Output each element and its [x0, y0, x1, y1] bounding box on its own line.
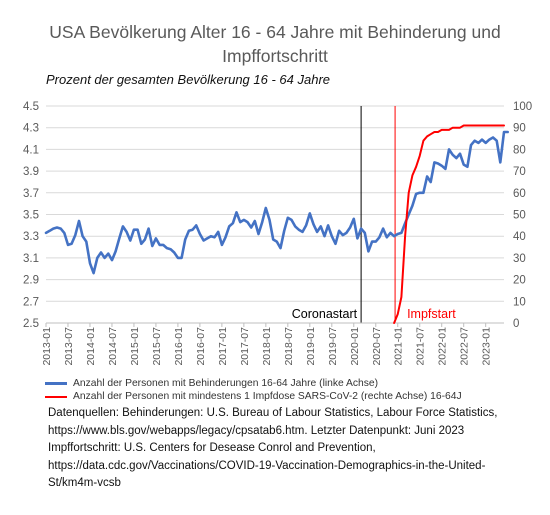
y-right-tick-label: 80	[513, 144, 526, 156]
x-tick-label: 2020-07	[371, 327, 383, 366]
x-tick-label: 2019-07	[327, 327, 339, 366]
source-notes: Datenquellen: Behinderungen: U.S. Bureau…	[48, 405, 518, 493]
x-axis: 2013-01 2013-07 2014-01 2014-07 2015-01 2015-…	[41, 322, 504, 366]
x-tick-label: 2023-01	[481, 327, 493, 366]
y-right-tick-label: 90	[513, 123, 526, 135]
y-left-tick-label: 3.5	[23, 210, 39, 222]
y-left-tick-label: 3.1	[23, 253, 39, 265]
chart-title: USA Bevölkerung Alter 16 - 64 Jahre mit …	[49, 22, 501, 66]
annotations: Coronastart Impfstart	[292, 307, 456, 321]
chart-subtitle: Prozent der gesamten Bevölkerung 16 - 64…	[46, 72, 331, 87]
x-tick-label: 2014-01	[85, 327, 97, 366]
gridlines	[46, 105, 504, 324]
legend-label-disability: Anzahl der Personen mit Behinderungen 16…	[73, 378, 379, 389]
y-axis-left: 2.5 2.7 2.9 3.1 3.3 3.5 3.7 3.9 4.1 4.3 4.5	[23, 101, 39, 330]
legend-swatch-blue	[45, 382, 67, 385]
y-left-tick-label: 2.7	[23, 296, 39, 308]
y-left-tick-label: 2.5	[23, 318, 39, 330]
y-right-tick-label: 100	[513, 101, 532, 113]
x-tick-label: 2013-01	[41, 327, 53, 366]
y-left-tick-label: 3.7	[23, 188, 39, 200]
line-chart: 2.5 2.7 2.9 3.1 3.3 3.5 3.7 3.9 4.1 4.3 4.5 0 10 20 3…	[23, 101, 532, 366]
y-right-tick-label: 20	[513, 275, 526, 287]
x-tick-label: 2021-01	[393, 327, 405, 366]
legend-entry-vaccination: Anzahl der Personen mit mindestens 1 Imp…	[45, 390, 462, 403]
x-tick-label: 2015-01	[129, 327, 141, 366]
y-axis-right: 0 10 20 30 40 50 60 70 80 90 100	[513, 101, 532, 330]
y-right-tick-label: 30	[513, 253, 526, 265]
x-tick-label: 2018-07	[283, 327, 295, 366]
y-right-tick-label: 50	[513, 210, 526, 222]
y-right-tick-label: 0	[513, 318, 519, 330]
x-tick-label: 2016-01	[173, 327, 185, 366]
legend-entry-disability: Anzahl der Personen mit Behinderungen 16…	[45, 377, 462, 390]
annotation-label: Impfstart	[407, 307, 456, 321]
series-lines	[44, 124, 510, 324]
x-tick-label: 2017-07	[239, 327, 251, 366]
source-vaccination: Impffortschritt: U.S. Centers for Deseas…	[48, 442, 486, 489]
x-tick-label: 2016-07	[195, 327, 207, 366]
legend: Anzahl der Personen mit Behinderungen 16…	[45, 377, 462, 403]
x-tick-label: 2019-01	[305, 327, 317, 366]
legend-label-vaccination: Anzahl der Personen mit mindestens 1 Imp…	[73, 391, 462, 402]
x-tick-label: 2020-01	[349, 327, 361, 366]
x-tick-label: 2022-01	[437, 327, 449, 366]
series-line-disability	[44, 130, 510, 275]
y-left-tick-label: 2.9	[23, 275, 39, 287]
x-tick-label: 2022-07	[459, 327, 471, 366]
y-left-tick-label: 3.3	[23, 231, 39, 243]
y-right-tick-label: 60	[513, 188, 526, 200]
x-tick-label: 2015-07	[151, 327, 163, 366]
y-right-tick-label: 70	[513, 166, 526, 178]
y-right-tick-label: 40	[513, 231, 526, 243]
source-disability: Datenquellen: Behinderungen: U.S. Bureau…	[48, 407, 498, 437]
event-lines	[360, 106, 396, 323]
y-left-tick-label: 4.3	[23, 123, 39, 135]
x-tick-label: 2017-01	[217, 327, 229, 366]
y-left-tick-label: 4.5	[23, 101, 39, 113]
y-right-tick-label: 10	[513, 296, 526, 308]
x-tick-label: 2018-01	[261, 327, 273, 366]
series-line-vaccination	[393, 124, 505, 324]
y-left-tick-label: 4.1	[23, 144, 39, 156]
x-tick-label: 2014-07	[107, 327, 119, 366]
x-tick-label: 2021-07	[415, 327, 427, 366]
legend-swatch-red	[45, 395, 67, 398]
annotation-label: Coronastart	[292, 307, 358, 321]
x-tick-label: 2013-07	[63, 327, 75, 366]
y-left-tick-label: 3.9	[23, 166, 39, 178]
